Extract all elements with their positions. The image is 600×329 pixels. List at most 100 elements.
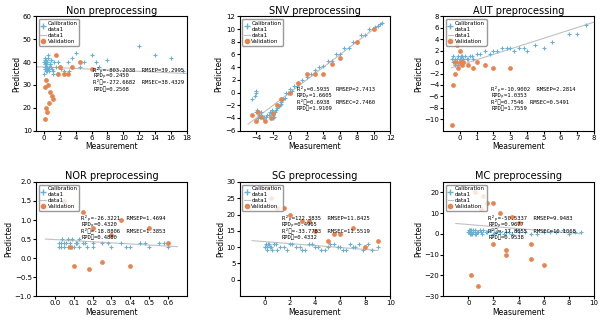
Point (456, 54, 466, 59)
Point (308, 241, 317, 246)
Point (163, 240, 173, 245)
Point (44, 64, 53, 69)
Point (277, 99, 286, 105)
Point (522, 48, 532, 53)
Point (251, 89, 261, 94)
Point (135, 240, 145, 245)
Point (298, 77, 307, 83)
Point (272, 108, 281, 113)
Point (319, 63, 328, 68)
Point (473, 229, 483, 234)
Point (304, 241, 314, 246)
Point (511, 227, 521, 232)
Point (107, 233, 116, 238)
Point (51, 64, 61, 69)
Point (466, 229, 475, 234)
Point (323, 244, 332, 250)
Point (508, 215, 517, 220)
Point (268, 114, 278, 119)
Point (287, 89, 297, 94)
Point (457, 60, 466, 65)
Point (44, 55, 53, 60)
Point (456, 57, 466, 62)
Title: Non preprocessing: Non preprocessing (66, 6, 157, 16)
Point (103, 240, 112, 245)
Y-axis label: Predicted: Predicted (414, 56, 423, 91)
Point (49, 71, 58, 76)
Point (454, 62, 463, 67)
Point (302, 71, 311, 76)
Point (268, 115, 278, 120)
Point (335, 52, 345, 57)
Point (464, 229, 474, 234)
Point (107, 244, 116, 249)
Point (266, 115, 276, 120)
Point (310, 228, 320, 234)
Point (65, 240, 75, 245)
Point (450, 60, 460, 65)
Point (458, 57, 468, 62)
Point (283, 90, 293, 95)
Point (271, 241, 281, 246)
Point (55, 64, 65, 69)
Point (467, 229, 476, 234)
Point (369, 27, 379, 32)
Point (488, 200, 498, 205)
Point (63, 244, 73, 249)
Point (278, 96, 288, 102)
Point (495, 211, 505, 216)
Point (254, 112, 263, 117)
Point (495, 229, 505, 234)
Point (260, 244, 269, 250)
Point (134, 43, 144, 49)
Point (53, 71, 63, 76)
Point (41, 57, 50, 63)
Point (262, 114, 271, 119)
Point (293, 80, 303, 86)
Point (262, 248, 271, 253)
Point (163, 244, 173, 249)
Point (145, 225, 154, 230)
Point (41, 66, 51, 72)
Point (97, 240, 107, 245)
Point (479, 227, 488, 232)
Point (376, 21, 385, 27)
Point (470, 190, 479, 195)
Point (253, 109, 263, 114)
Point (352, 39, 362, 44)
Point (361, 244, 370, 250)
Point (251, 109, 261, 114)
Point (278, 97, 287, 103)
Point (44, 101, 53, 106)
Point (251, 90, 261, 95)
Point (122, 244, 131, 249)
Point (501, 252, 511, 257)
Point (56, 240, 65, 245)
Point (258, 115, 268, 120)
Point (497, 45, 506, 50)
Point (59, 69, 68, 74)
Point (327, 58, 337, 63)
Point (465, 54, 475, 59)
Point (467, 231, 477, 237)
Point (369, 27, 379, 32)
Point (87, 66, 97, 72)
Point (481, 229, 491, 234)
Point (253, 115, 263, 120)
Point (485, 51, 495, 56)
Point (287, 241, 297, 246)
Point (571, 229, 580, 234)
Point (329, 232, 338, 237)
Point (40, 60, 49, 65)
Point (65, 244, 75, 249)
Point (310, 244, 320, 250)
Point (63, 71, 73, 76)
Legend: Calibration
data1, data1, Validation: Calibration data1, data1, Validation (242, 19, 283, 46)
Point (482, 229, 492, 234)
Point (476, 229, 485, 234)
Point (460, 54, 470, 59)
Point (88, 240, 97, 245)
Point (73, 240, 82, 245)
Legend: Calibration
data1, data1, Validation: Calibration data1, data1, Validation (242, 185, 283, 211)
Y-axis label: Predicted: Predicted (4, 221, 13, 257)
